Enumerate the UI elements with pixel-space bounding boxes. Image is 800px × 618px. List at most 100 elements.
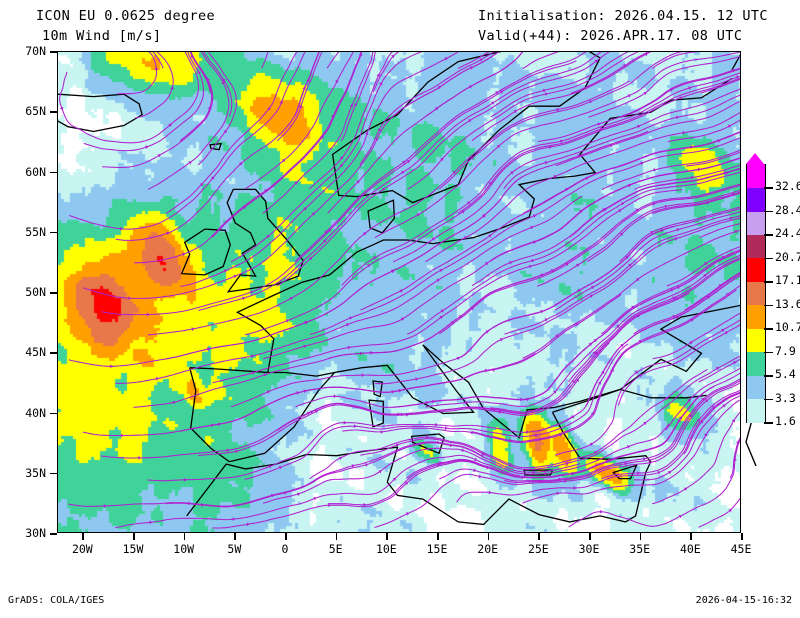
- streamline-arrow: [672, 314, 676, 319]
- streamline-arrow: [120, 433, 124, 438]
- streamline-arrow: [334, 79, 339, 83]
- streamline-arrow: [235, 449, 239, 454]
- streamline-layer: [59, 52, 740, 529]
- generated-timestamp: 2026-04-15-16:32: [695, 595, 792, 606]
- streamline-arrow: [464, 400, 468, 405]
- streamline-arrow: [674, 297, 678, 301]
- initialisation-label: Initialisation: 2026.04.15. 12 UTC: [478, 8, 768, 24]
- streamline-arrow: [439, 461, 443, 465]
- streamline-arrow: [648, 461, 652, 465]
- streamline-arrow: [367, 264, 371, 268]
- streamline-arrow: [395, 443, 400, 447]
- streamline: [114, 454, 521, 529]
- colorbar-band: [746, 210, 766, 235]
- streamline-arrow: [553, 390, 557, 394]
- streamline-arrow: [461, 448, 465, 452]
- streamline-arrow: [289, 296, 293, 301]
- streamline-arrow: [120, 226, 123, 231]
- colorbar-tick-label: 32.6: [775, 179, 800, 194]
- streamline: [601, 249, 740, 335]
- streamline-arrow: [364, 463, 369, 467]
- colorbar-min-tail: [742, 419, 772, 470]
- streamline: [309, 137, 740, 336]
- streamline: [698, 223, 740, 239]
- streamline-arrow: [349, 103, 354, 108]
- streamline-arrow: [703, 274, 707, 278]
- lon-tick-label: 25E: [527, 542, 549, 556]
- streamline: [425, 254, 740, 408]
- streamline-arrow: [690, 318, 694, 323]
- streamline-arrow: [727, 124, 732, 129]
- streamline: [456, 391, 740, 503]
- colorbar-tick-label: 28.4: [775, 202, 800, 217]
- streamline: [261, 52, 269, 69]
- streamline-arrow: [400, 317, 405, 321]
- streamline: [503, 94, 740, 190]
- streamline-arrow: [599, 127, 603, 132]
- streamline-arrow: [363, 503, 367, 507]
- streamline-arrow: [488, 181, 492, 186]
- colorbar-tick: [764, 375, 773, 377]
- streamline: [165, 52, 298, 214]
- streamline-arrow: [197, 70, 201, 75]
- streamline-arrow: [729, 216, 733, 221]
- streamline-arrow: [588, 100, 593, 104]
- lon-tick-label: 15W: [122, 542, 144, 556]
- lon-tick: [741, 533, 743, 540]
- streamline-arrow: [660, 228, 664, 233]
- streamline-arrow: [251, 371, 256, 375]
- colorbar-max-arrow: [746, 153, 764, 164]
- streamline-arrow: [592, 351, 596, 355]
- streamline-arrow: [478, 474, 482, 479]
- streamline-arrow: [404, 481, 409, 486]
- streamline-arrow: [676, 115, 680, 120]
- streamline-arrow: [607, 458, 611, 463]
- colorbar-tick-label: 20.7: [775, 249, 800, 264]
- coastline: [189, 304, 740, 463]
- streamline: [198, 52, 602, 312]
- streamline-arrow: [278, 465, 283, 470]
- streamline-arrow: [461, 210, 465, 214]
- streamline: [374, 217, 740, 385]
- colorbar-band: [746, 398, 766, 423]
- streamline-arrow: [374, 137, 379, 141]
- streamline-arrow: [572, 380, 576, 384]
- colorbar-tick: [764, 304, 773, 307]
- streamline-arrow: [725, 293, 730, 297]
- streamline-arrow: [664, 204, 668, 209]
- streamline: [490, 52, 629, 118]
- streamline-arrow: [674, 237, 679, 241]
- streamline: [147, 80, 630, 336]
- streamline-arrow: [687, 398, 691, 403]
- streamline: [570, 52, 649, 94]
- streamline-arrow: [308, 257, 313, 261]
- streamline-arrow: [635, 208, 639, 213]
- streamline-arrow: [664, 397, 669, 401]
- streamline-arrow: [166, 231, 170, 236]
- streamline-arrow: [532, 240, 537, 245]
- streamline: [619, 206, 740, 262]
- streamline-arrow: [484, 262, 489, 266]
- streamline: [244, 343, 629, 480]
- streamline-arrow: [638, 339, 643, 344]
- streamline-arrow: [650, 230, 654, 235]
- streamline-arrow: [560, 139, 564, 144]
- lon-tick-label: 30E: [578, 542, 600, 556]
- streamline-arrow: [672, 296, 676, 300]
- streamline: [406, 372, 740, 479]
- colorbar-tick: [764, 210, 773, 213]
- colorbar-tick-label: 7.9: [775, 343, 796, 358]
- streamline-arrow: [479, 58, 483, 62]
- streamline-arrow: [624, 462, 628, 466]
- lat-tick: [50, 111, 57, 113]
- streamline-arrow: [499, 90, 504, 94]
- streamline-arrow: [138, 456, 142, 460]
- streamline-arrow: [188, 161, 192, 165]
- streamline-arrow: [678, 515, 683, 519]
- streamline-arrow: [210, 176, 215, 180]
- streamline: [554, 211, 740, 311]
- colorbar-tick: [764, 351, 773, 354]
- streamline-arrow: [679, 96, 683, 100]
- streamline-arrow: [620, 202, 625, 206]
- streamline-arrow: [481, 452, 486, 456]
